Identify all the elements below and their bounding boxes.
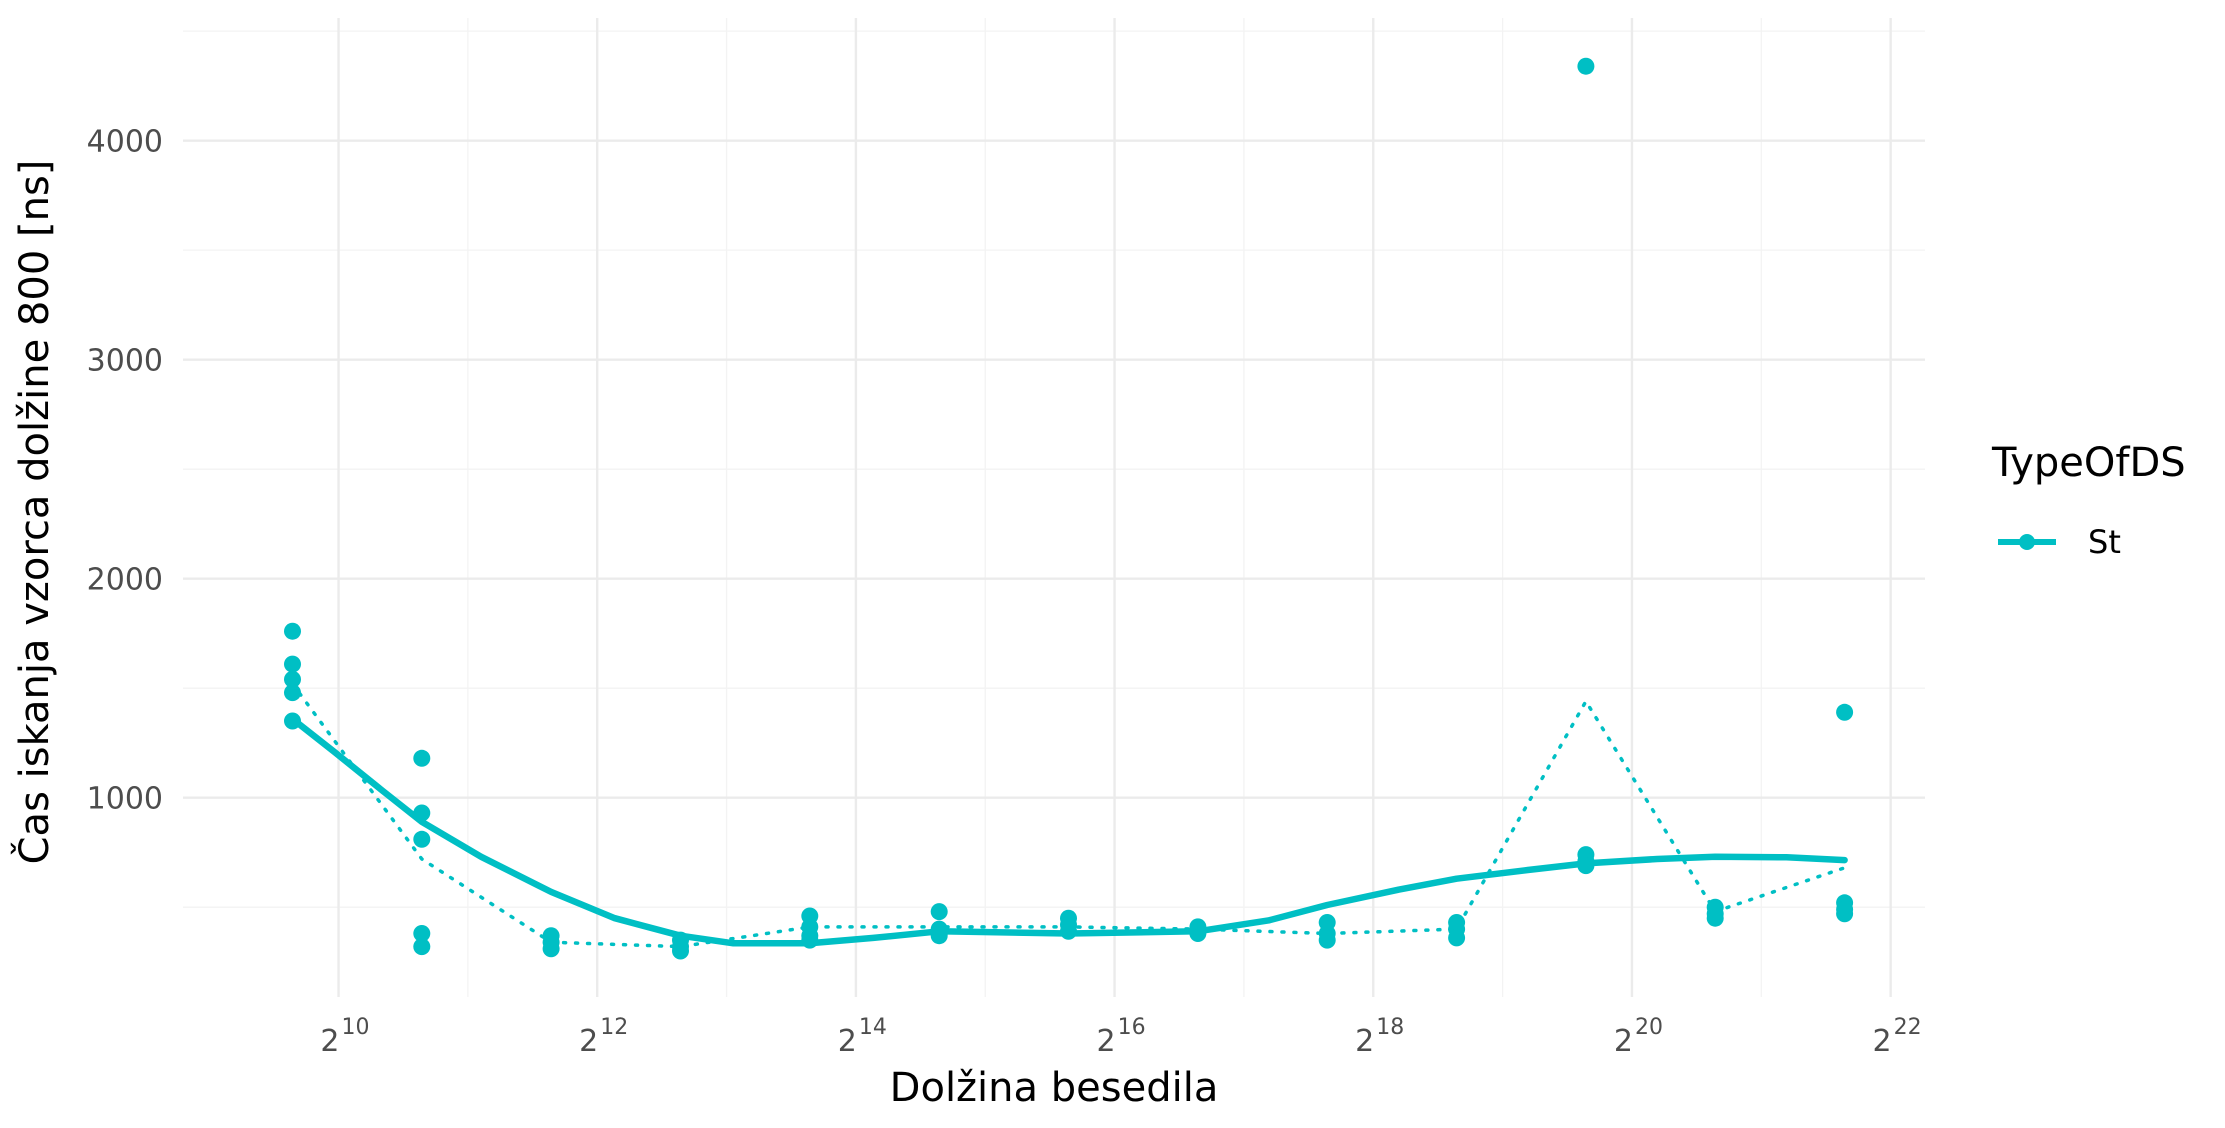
x-tick-base: 2 [1873, 1024, 1892, 1059]
data-point [1577, 57, 1595, 75]
x-tick-exponent: 12 [600, 1015, 628, 1040]
x-tick-base: 2 [1614, 1024, 1633, 1059]
x-tick-exponent: 18 [1376, 1015, 1404, 1040]
x-tick-exponent: 16 [1118, 1015, 1146, 1040]
series-layer [284, 57, 1854, 960]
legend-key-point [2019, 534, 2035, 550]
data-point [284, 655, 301, 673]
x-tick-label: 2 22 [1873, 1015, 1922, 1059]
x-tick-base: 2 [320, 1024, 339, 1059]
data-point [284, 622, 301, 640]
legend-label-st: St [2088, 523, 2121, 561]
data-point [413, 830, 431, 848]
data-point [1060, 922, 1077, 940]
x-tick-base: 2 [838, 1024, 857, 1059]
y-tick-label: 4000 [87, 125, 163, 160]
data-point [413, 938, 431, 956]
data-point [542, 940, 560, 958]
data-point [1836, 703, 1854, 721]
data-point [930, 927, 948, 945]
y-axis-title: Čas iskanja vzorca dolžine 800 [ns] [10, 160, 58, 865]
y-tick-label: 1000 [87, 782, 163, 817]
x-tick-label: 2 20 [1614, 1015, 1663, 1059]
data-point [1706, 909, 1724, 927]
legend: TypeOfDS St [1991, 440, 2186, 561]
x-tick-label: 2 16 [1096, 1015, 1145, 1059]
y-tick-label: 2000 [87, 563, 163, 598]
x-tick-base: 2 [1355, 1024, 1374, 1059]
data-point [801, 931, 819, 949]
data-point [1836, 905, 1854, 923]
x-tick-exponent: 14 [859, 1015, 887, 1040]
x-tick-label: 2 10 [320, 1015, 369, 1059]
x-tick-base: 2 [579, 1024, 598, 1059]
data-point [1577, 857, 1595, 875]
x-tick-label: 2 12 [579, 1015, 628, 1059]
x-tick-labels: 2 10 2 12 2 14 2 16 2 18 2 20 2 22 [320, 1015, 1921, 1059]
legend-title: TypeOfDS [1991, 440, 2186, 486]
data-point [1318, 931, 1336, 949]
grid-major [183, 18, 1925, 997]
x-tick-label: 2 14 [838, 1015, 887, 1059]
x-axis-title: Dolžina besedila [890, 1065, 1219, 1111]
x-tick-exponent: 22 [1894, 1015, 1922, 1040]
series-smooth-line [289, 715, 1848, 947]
data-point [413, 749, 431, 767]
data-point [413, 804, 431, 822]
grid-minor [183, 18, 1925, 997]
data-point [672, 942, 689, 960]
data-point [284, 670, 301, 688]
data-point [930, 903, 948, 921]
data-point [1448, 929, 1466, 947]
data-point [1189, 925, 1207, 942]
data-point [284, 712, 301, 730]
data-point [413, 925, 431, 942]
y-tick-labels: 1000 2000 3000 4000 [87, 125, 163, 817]
y-tick-label: 3000 [87, 344, 163, 379]
x-tick-label: 2 18 [1355, 1015, 1404, 1059]
x-tick-exponent: 10 [342, 1015, 370, 1040]
x-tick-base: 2 [1096, 1024, 1115, 1059]
data-point [284, 684, 301, 702]
x-tick-exponent: 20 [1635, 1015, 1663, 1040]
